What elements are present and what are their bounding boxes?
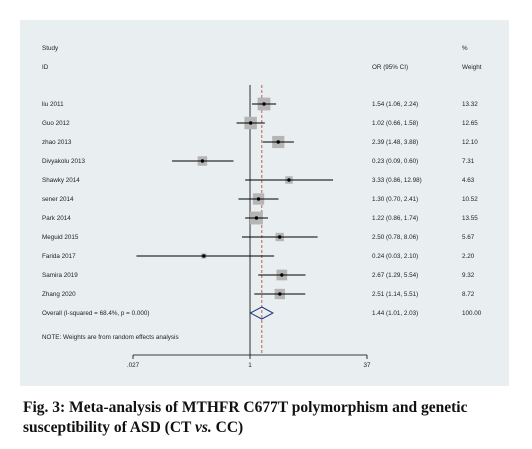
study-point [248,121,253,125]
study-name: Guo 2012 [42,120,70,127]
x-tick-label: 1 [248,362,252,369]
study-name: Shawky 2014 [42,177,80,184]
study-point [200,159,205,163]
study-name: sener 2014 [42,196,74,203]
study-weight: 12.65 [462,120,478,127]
study-ci-text: 1.54 (1.06, 2.24) [372,101,418,108]
study-ci-text: 3.33 (0.86, 12.98) [372,177,422,184]
header-id: ID [42,64,49,71]
study-name: zhao 2013 [42,139,72,146]
study-name: Park 2014 [42,215,71,222]
study-weight: 8.72 [462,291,475,298]
study-point [287,178,291,182]
study-weight: 2.20 [462,253,475,260]
x-tick-label: .027 [127,362,140,369]
overall-ci-text: 1.44 (1.01, 2.03) [372,310,418,317]
study-name: liu 2011 [42,101,64,108]
header-study: Study [42,45,59,52]
study-name: Farida 2017 [42,253,76,260]
study-ci-text: 1.02 (0.66, 1.58) [372,120,418,127]
study-weight: 13.32 [462,101,478,108]
overall-weight: 100.00 [462,310,482,317]
study-ci-text: 2.51 (1.14, 5.51) [372,291,418,298]
study-point [254,216,259,220]
x-tick-label: 37 [363,362,371,369]
footnote: NOTE: Weights are from random effects an… [42,334,179,341]
study-weight: 10.52 [462,196,478,203]
header-percent: % [462,45,468,52]
study-ci-text: 0.24 (0.03, 2.10) [372,253,418,260]
caption-prefix: Fig. 3: Meta-analysis of MTHFR C677T pol… [23,399,468,436]
study-point [278,235,282,239]
study-ci-text: 2.50 (0.78, 8.06) [372,234,418,241]
study-name: Divyakolu 2013 [42,158,86,165]
study-point [276,140,280,144]
study-point [278,292,282,296]
overall-diamond [249,306,275,320]
header-weight: Weight [462,64,482,71]
caption-suffix: CC) [211,419,244,436]
study-weight: 12.10 [462,139,478,146]
study-ci-text: 2.67 (1.29, 5.54) [372,272,418,279]
overall-label: Overall (I-squared = 68.4%, p = 0.000) [42,310,149,317]
study-weight: 5.67 [462,234,475,241]
study-weight: 4.63 [462,177,475,184]
study-name: Meguid 2015 [42,234,79,241]
study-weight: 7.31 [462,158,475,165]
figure-panel [20,20,509,386]
study-name: Zhang 2020 [42,291,76,298]
study-point [202,254,206,258]
study-weight: 13.55 [462,215,478,222]
study-ci-text: 1.30 (0.70, 2.41) [372,196,418,203]
study-ci-text: 2.39 (1.48, 3.88) [372,139,418,146]
study-name: Samira 2019 [42,272,78,279]
header-or-ci: OR (95% CI) [372,64,408,71]
figure-caption: Fig. 3: Meta-analysis of MTHFR C677T pol… [23,398,523,438]
study-point [280,273,284,277]
caption-vs: vs. [194,419,212,436]
study-point [256,197,261,201]
study-weight: 9.32 [462,272,475,279]
study-ci-text: 0.23 (0.09, 0.60) [372,158,418,165]
study-ci-text: 1.22 (0.86, 1.74) [372,215,418,222]
study-point [262,102,266,106]
